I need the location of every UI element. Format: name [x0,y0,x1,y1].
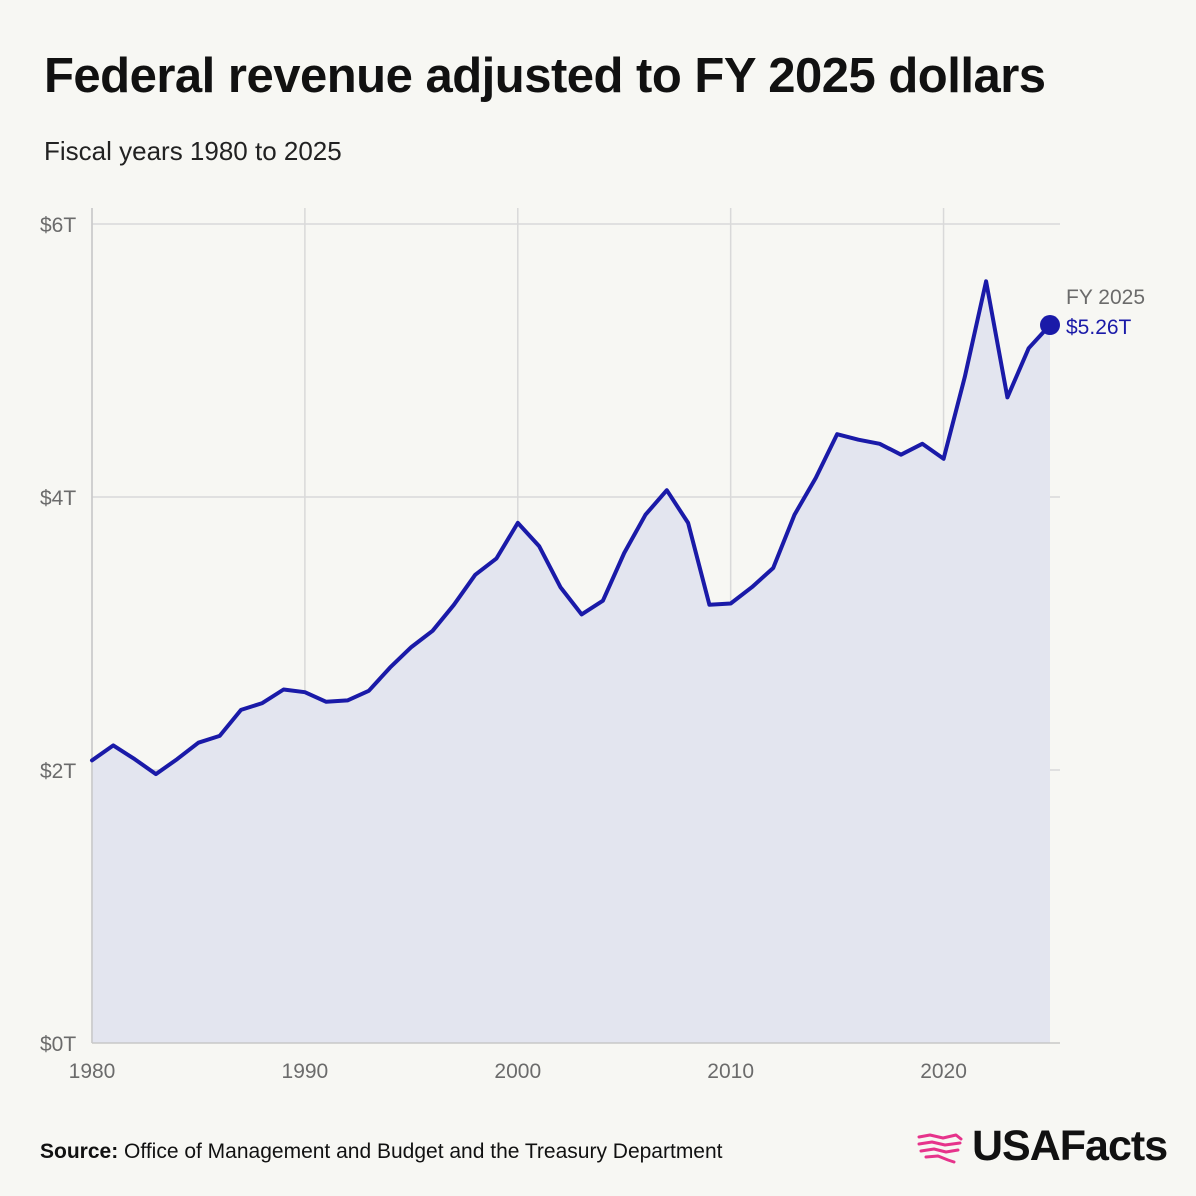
revenue-chart: 1980 1990 2000 2010 2020 $0T $2T $4T $6T FY 202… [40,208,1145,1083]
x-tick-label-1980: 1980 [69,1060,116,1083]
chart-subtitle: Fiscal years 1980 to 2025 [44,136,342,166]
source-label: Source: [40,1140,119,1163]
y-tick-label-0: $0T [40,1033,76,1056]
usafacts-logo: USAFacts [916,1122,1168,1171]
y-tick-labels: $0T $2T $4T $6T [40,214,76,1056]
revenue-line [90,279,1052,777]
y-tick-label-2: $2T [40,760,76,783]
y-tick-label-6: $6T [40,214,76,237]
x-tick-label-2020: 2020 [920,1060,967,1083]
x-tick-label-2010: 2010 [707,1060,754,1083]
x-tick-label-1990: 1990 [282,1060,329,1083]
source-note: Source: Office of Management and Budget … [40,1140,723,1164]
brand-name: USAFacts [972,1122,1168,1170]
chart-title: Federal revenue adjusted to FY 2025 doll… [44,49,1046,103]
y-tick-label-4: $4T [40,487,76,510]
revenue-area [92,281,1050,1043]
x-tick-label-2000: 2000 [494,1060,541,1083]
x-tick-labels: 1980 1990 2000 2010 2020 [69,1060,967,1083]
annotation-value: $5.26T [1066,316,1132,339]
annotation-year: FY 2025 [1066,286,1145,309]
source-text: Office of Management and Budget and the … [124,1140,723,1163]
us-map-icon [917,1133,963,1163]
latest-value-marker [1040,315,1060,336]
